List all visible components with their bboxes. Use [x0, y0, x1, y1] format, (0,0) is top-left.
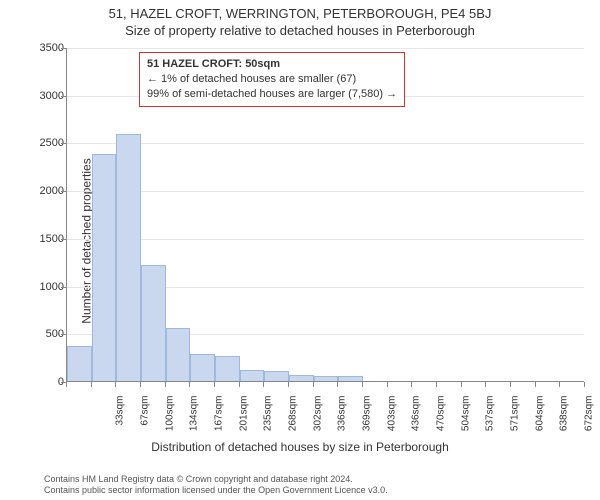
x-axis-label: Distribution of detached houses by size … — [0, 440, 600, 454]
info-box-line1: 51 HAZEL CROFT: 50sqm — [147, 57, 397, 72]
x-tick-label: 470sqm — [436, 396, 447, 440]
x-tick-mark — [485, 382, 486, 387]
bar — [215, 356, 240, 381]
x-tick-label: 571sqm — [510, 396, 521, 440]
y-tick-label: 3500 — [36, 42, 64, 54]
bar — [314, 376, 339, 381]
x-tick-mark — [436, 382, 437, 387]
chart-container: 51, HAZEL CROFT, WERRINGTON, PETERBOROUG… — [0, 0, 600, 500]
x-tick-mark — [214, 382, 215, 387]
y-tick-label: 2000 — [36, 185, 64, 197]
chart-title: 51, HAZEL CROFT, WERRINGTON, PETERBOROUG… — [0, 0, 600, 21]
x-tick-label: 100sqm — [164, 396, 175, 440]
bar — [116, 134, 141, 381]
footer: Contains HM Land Registry data © Crown c… — [0, 474, 600, 497]
x-tick-mark — [584, 382, 585, 387]
y-tick-label: 3000 — [36, 90, 64, 102]
x-tick-mark — [362, 382, 363, 387]
bar — [338, 376, 363, 381]
bar — [92, 154, 117, 381]
footer-line1: Contains HM Land Registry data © Crown c… — [44, 474, 600, 485]
x-tick-label: 33sqm — [115, 396, 126, 440]
bar — [289, 375, 314, 381]
y-tick-label: 2500 — [36, 137, 64, 149]
x-tick-label: 436sqm — [411, 396, 422, 440]
x-tick-mark — [535, 382, 536, 387]
plot-area: 51 HAZEL CROFT: 50sqm ← 1% of detached h… — [66, 48, 584, 382]
gridline — [67, 143, 584, 144]
x-tick-mark — [66, 382, 67, 387]
x-tick-label: 604sqm — [534, 396, 545, 440]
x-tick-mark — [461, 382, 462, 387]
gridline — [67, 48, 584, 49]
x-tick-mark — [337, 382, 338, 387]
x-tick-label: 638sqm — [559, 396, 570, 440]
x-tick-mark — [115, 382, 116, 387]
chart-area: Number of detached properties 0500100015… — [8, 48, 592, 434]
x-tick-label: 67sqm — [140, 396, 151, 440]
y-tick-label: 1000 — [36, 281, 64, 293]
x-tick-mark — [91, 382, 92, 387]
info-box-line2: ← 1% of detached houses are smaller (67) — [147, 72, 397, 87]
x-tick-mark — [263, 382, 264, 387]
x-tick-mark — [559, 382, 560, 387]
x-tick-label: 504sqm — [460, 396, 471, 440]
y-tick-label: 0 — [36, 376, 64, 388]
bar — [166, 328, 191, 381]
x-tick-label: 336sqm — [337, 396, 348, 440]
x-tick-mark — [510, 382, 511, 387]
footer-line2: Contains public sector information licen… — [44, 485, 600, 496]
x-tick-mark — [165, 382, 166, 387]
x-tick-label: 537sqm — [485, 396, 496, 440]
x-tick-mark — [387, 382, 388, 387]
x-tick-mark — [313, 382, 314, 387]
bar — [141, 265, 166, 381]
info-box: 51 HAZEL CROFT: 50sqm ← 1% of detached h… — [139, 52, 405, 107]
bar — [264, 371, 289, 381]
x-tick-label: 201sqm — [238, 396, 249, 440]
x-tick-mark — [189, 382, 190, 387]
x-tick-label: 369sqm — [362, 396, 373, 440]
x-tick-mark — [140, 382, 141, 387]
bar — [190, 354, 215, 381]
x-tick-label: 134sqm — [189, 396, 200, 440]
x-tick-label: 403sqm — [386, 396, 397, 440]
x-tick-label: 672sqm — [584, 396, 595, 440]
gridline — [67, 239, 584, 240]
y-tick-label: 1500 — [36, 233, 64, 245]
y-tick-label: 500 — [36, 328, 64, 340]
x-tick-mark — [239, 382, 240, 387]
bar — [67, 346, 92, 381]
x-tick-mark — [411, 382, 412, 387]
bar — [240, 370, 265, 381]
x-tick-label: 235sqm — [263, 396, 274, 440]
gridline — [67, 191, 584, 192]
x-tick-label: 268sqm — [288, 396, 299, 440]
x-tick-label: 167sqm — [214, 396, 225, 440]
x-tick-label: 302sqm — [312, 396, 323, 440]
chart-subtitle: Size of property relative to detached ho… — [0, 21, 600, 38]
x-tick-mark — [288, 382, 289, 387]
info-box-line3: 99% of semi-detached houses are larger (… — [147, 87, 397, 102]
